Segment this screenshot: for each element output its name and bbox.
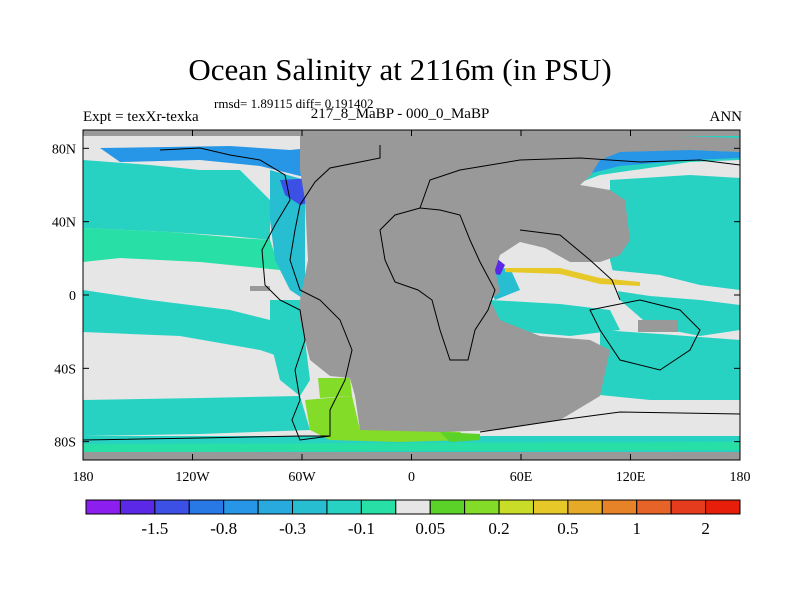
colorbar-swatch <box>360 499 397 515</box>
lon-tick-label: 180 <box>73 470 94 485</box>
lat-tick-label: 0 <box>69 289 76 304</box>
lat-tick-label: 80N <box>52 142 76 157</box>
season-label: ANN <box>709 109 743 125</box>
experiment-label: Expt = texXr-texka <box>83 109 199 125</box>
colorbar-swatch <box>188 499 225 515</box>
latitude-axis: 80N 40N 0 40S 80S <box>52 142 740 451</box>
lon-tick-label: 180 <box>730 470 751 485</box>
colorbar-swatch <box>532 499 569 515</box>
colorbar-swatch <box>326 499 362 515</box>
colorbar-swatch <box>85 499 121 515</box>
north-pacific-teal-band <box>83 228 280 270</box>
southeast-asia-land-fragment <box>638 320 678 332</box>
colorbar-swatch <box>601 499 638 515</box>
colorbar-swatch <box>705 499 741 515</box>
eurasia-australia-coastline <box>419 157 740 371</box>
lon-tick-label: 120W <box>175 470 210 485</box>
coastline-outlines <box>83 145 740 441</box>
map-title: Ocean Salinity at 2116m (in PSU) <box>188 52 612 87</box>
south-pacific-cyan-band <box>83 290 290 360</box>
antarctica-coastline <box>83 411 740 441</box>
statistics-label: rmsd= 1.89115 diff= 0.191402 <box>214 96 374 111</box>
weddell-green-patch <box>440 432 480 442</box>
longitude-axis: 180 120W 60W 0 60E 120E 180 <box>73 130 751 485</box>
colorbar-label: -1.5 <box>141 519 168 538</box>
colorbar-swatch <box>636 499 672 515</box>
colorbar-label: 2 <box>701 519 710 538</box>
map-field <box>83 130 740 460</box>
colorbar-label: -0.8 <box>210 519 237 538</box>
antarctic-coast-teal <box>83 442 740 452</box>
lat-tick-label: 80S <box>54 436 76 451</box>
southern-ocean-pacific-band <box>83 396 310 436</box>
lat-tick-label: 40S <box>54 362 76 377</box>
colorbar-swatch <box>670 499 707 515</box>
north-pacific-cyan-region <box>83 160 270 240</box>
coastal-yellow-strip <box>505 268 640 286</box>
colorbar-swatch <box>154 499 190 515</box>
colorbar-label: 1 <box>632 519 641 538</box>
equatorial-pacific-neutral <box>610 270 740 305</box>
lon-tick-label: 120E <box>616 470 646 485</box>
lon-tick-label: 60W <box>288 470 316 485</box>
colorbar: -1.5 -0.8 -0.3 -0.1 0.05 0.2 0.5 1 2 <box>85 499 741 538</box>
lat-tick-label: 40N <box>52 216 76 231</box>
colorbar-swatch <box>464 499 500 515</box>
colorbar-swatch <box>119 499 156 515</box>
pangaea-landmass <box>300 132 740 432</box>
colorbar-label: -0.1 <box>348 519 375 538</box>
colorbar-swatch <box>223 499 259 515</box>
colorbar-swatch <box>429 499 466 515</box>
colorbar-swatch <box>498 499 534 515</box>
colorbar-swatch <box>395 499 431 515</box>
colorbar-swatch <box>292 499 328 515</box>
lon-tick-label: 60E <box>510 470 533 485</box>
colorbar-label: 0.2 <box>488 519 509 538</box>
indian-ocean-cyan-band <box>490 300 620 336</box>
americas-coastline <box>159 145 381 441</box>
southwest-pacific-cyan-region <box>600 330 740 400</box>
south-atlantic-green-anomaly-north <box>318 378 352 398</box>
colorbar-label: 0.05 <box>415 519 445 538</box>
pacific-island <box>250 286 270 291</box>
colorbar-label: 0.5 <box>557 519 578 538</box>
colorbar-label: -0.3 <box>279 519 306 538</box>
africa-coastline <box>379 207 496 361</box>
period-label: 217_8_MaBP - 000_0_MaBP <box>310 106 490 122</box>
colorbar-swatch <box>567 499 603 515</box>
south-atlantic-cyan-region <box>270 300 310 396</box>
colorbar-swatch <box>257 499 294 515</box>
lon-tick-label: 0 <box>408 470 415 485</box>
